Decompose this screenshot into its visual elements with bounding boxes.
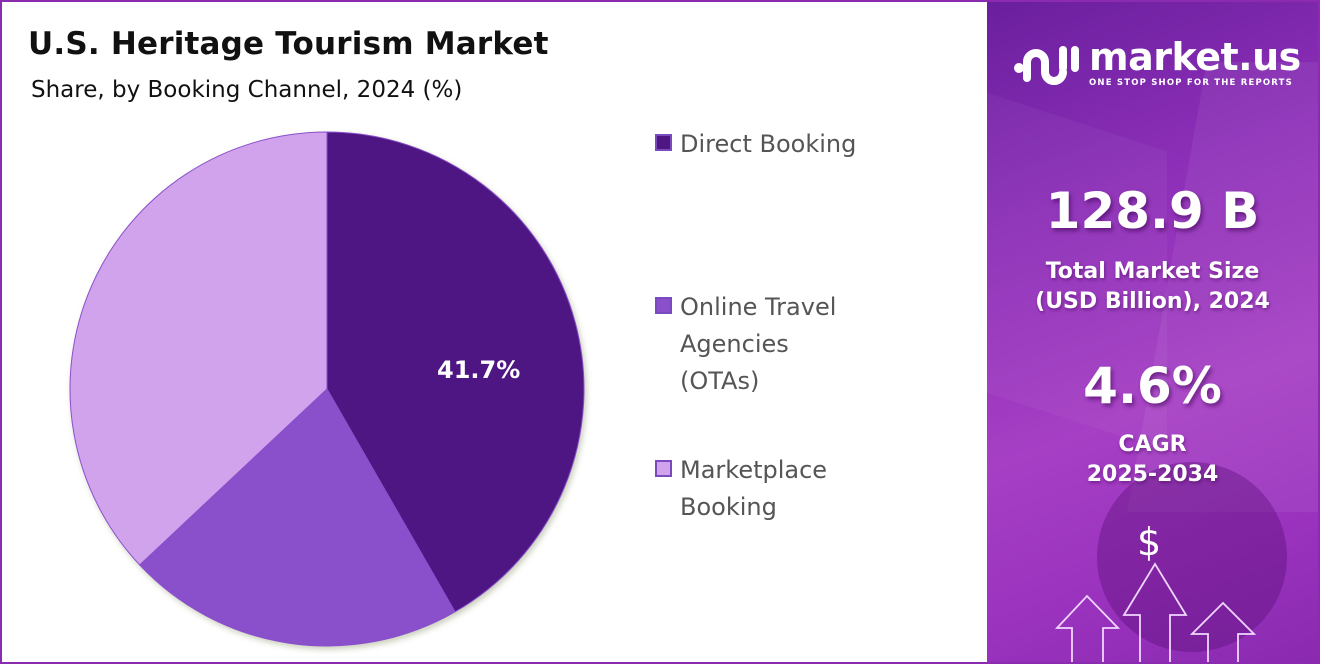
chart-subtitle: Share, by Booking Channel, 2024 (%) bbox=[31, 77, 463, 103]
market-size-value: 128.9 B bbox=[1045, 182, 1260, 240]
cagr-value: 4.6% bbox=[1083, 357, 1222, 415]
brand-tagline: ONE STOP SHOP FOR THE REPORTS bbox=[1089, 78, 1293, 88]
cagr-period: 2025-2034 bbox=[1086, 462, 1219, 487]
cagr-label: CAGR bbox=[1118, 432, 1187, 457]
legend-label: Marketplace Booking bbox=[680, 456, 828, 521]
legend: Direct Booking Online Travel Agencies (O… bbox=[655, 2, 975, 664]
brand-name: market.us bbox=[1089, 35, 1301, 79]
pie-chart: 41.7% bbox=[62, 124, 592, 654]
slice-label-direct-booking: 41.7% bbox=[437, 356, 521, 384]
dollar-icon: $ bbox=[1137, 520, 1162, 564]
legend-swatch-direct-booking bbox=[655, 134, 672, 151]
legend-label: Direct Booking bbox=[680, 130, 857, 158]
pie-slice-otas bbox=[138, 388, 456, 647]
pie-slice-marketplace-booking bbox=[69, 131, 328, 566]
legend-item-marketplace-booking: Marketplace Booking bbox=[655, 452, 850, 526]
pie-slices bbox=[69, 131, 585, 647]
legend-swatch-otas bbox=[655, 297, 672, 314]
legend-item-direct-booking: Direct Booking bbox=[655, 126, 900, 163]
brand-logo: market.us ONE STOP SHOP FOR THE REPORTS bbox=[1011, 38, 1301, 88]
pie-svg bbox=[69, 131, 585, 647]
legend-item-otas: Online Travel Agencies (OTAs) bbox=[655, 289, 850, 400]
market-size-label: Total Market Size bbox=[1045, 259, 1260, 284]
legend-swatch-marketplace-booking bbox=[655, 460, 672, 477]
background-coffee-cup bbox=[1097, 462, 1287, 652]
legend-label: Online Travel Agencies (OTAs) bbox=[680, 293, 837, 395]
sidebar-panel: market.us ONE STOP SHOP FOR THE REPORTS … bbox=[987, 2, 1318, 662]
pie-slice-direct-booking bbox=[326, 131, 585, 613]
market-size-unit-label: (USD Billion), 2024 bbox=[1035, 289, 1270, 314]
growth-arrows-icon: $ bbox=[987, 512, 1318, 662]
logo-mark-icon bbox=[1011, 38, 1081, 88]
chart-title: U.S. Heritage Tourism Market bbox=[28, 26, 549, 62]
